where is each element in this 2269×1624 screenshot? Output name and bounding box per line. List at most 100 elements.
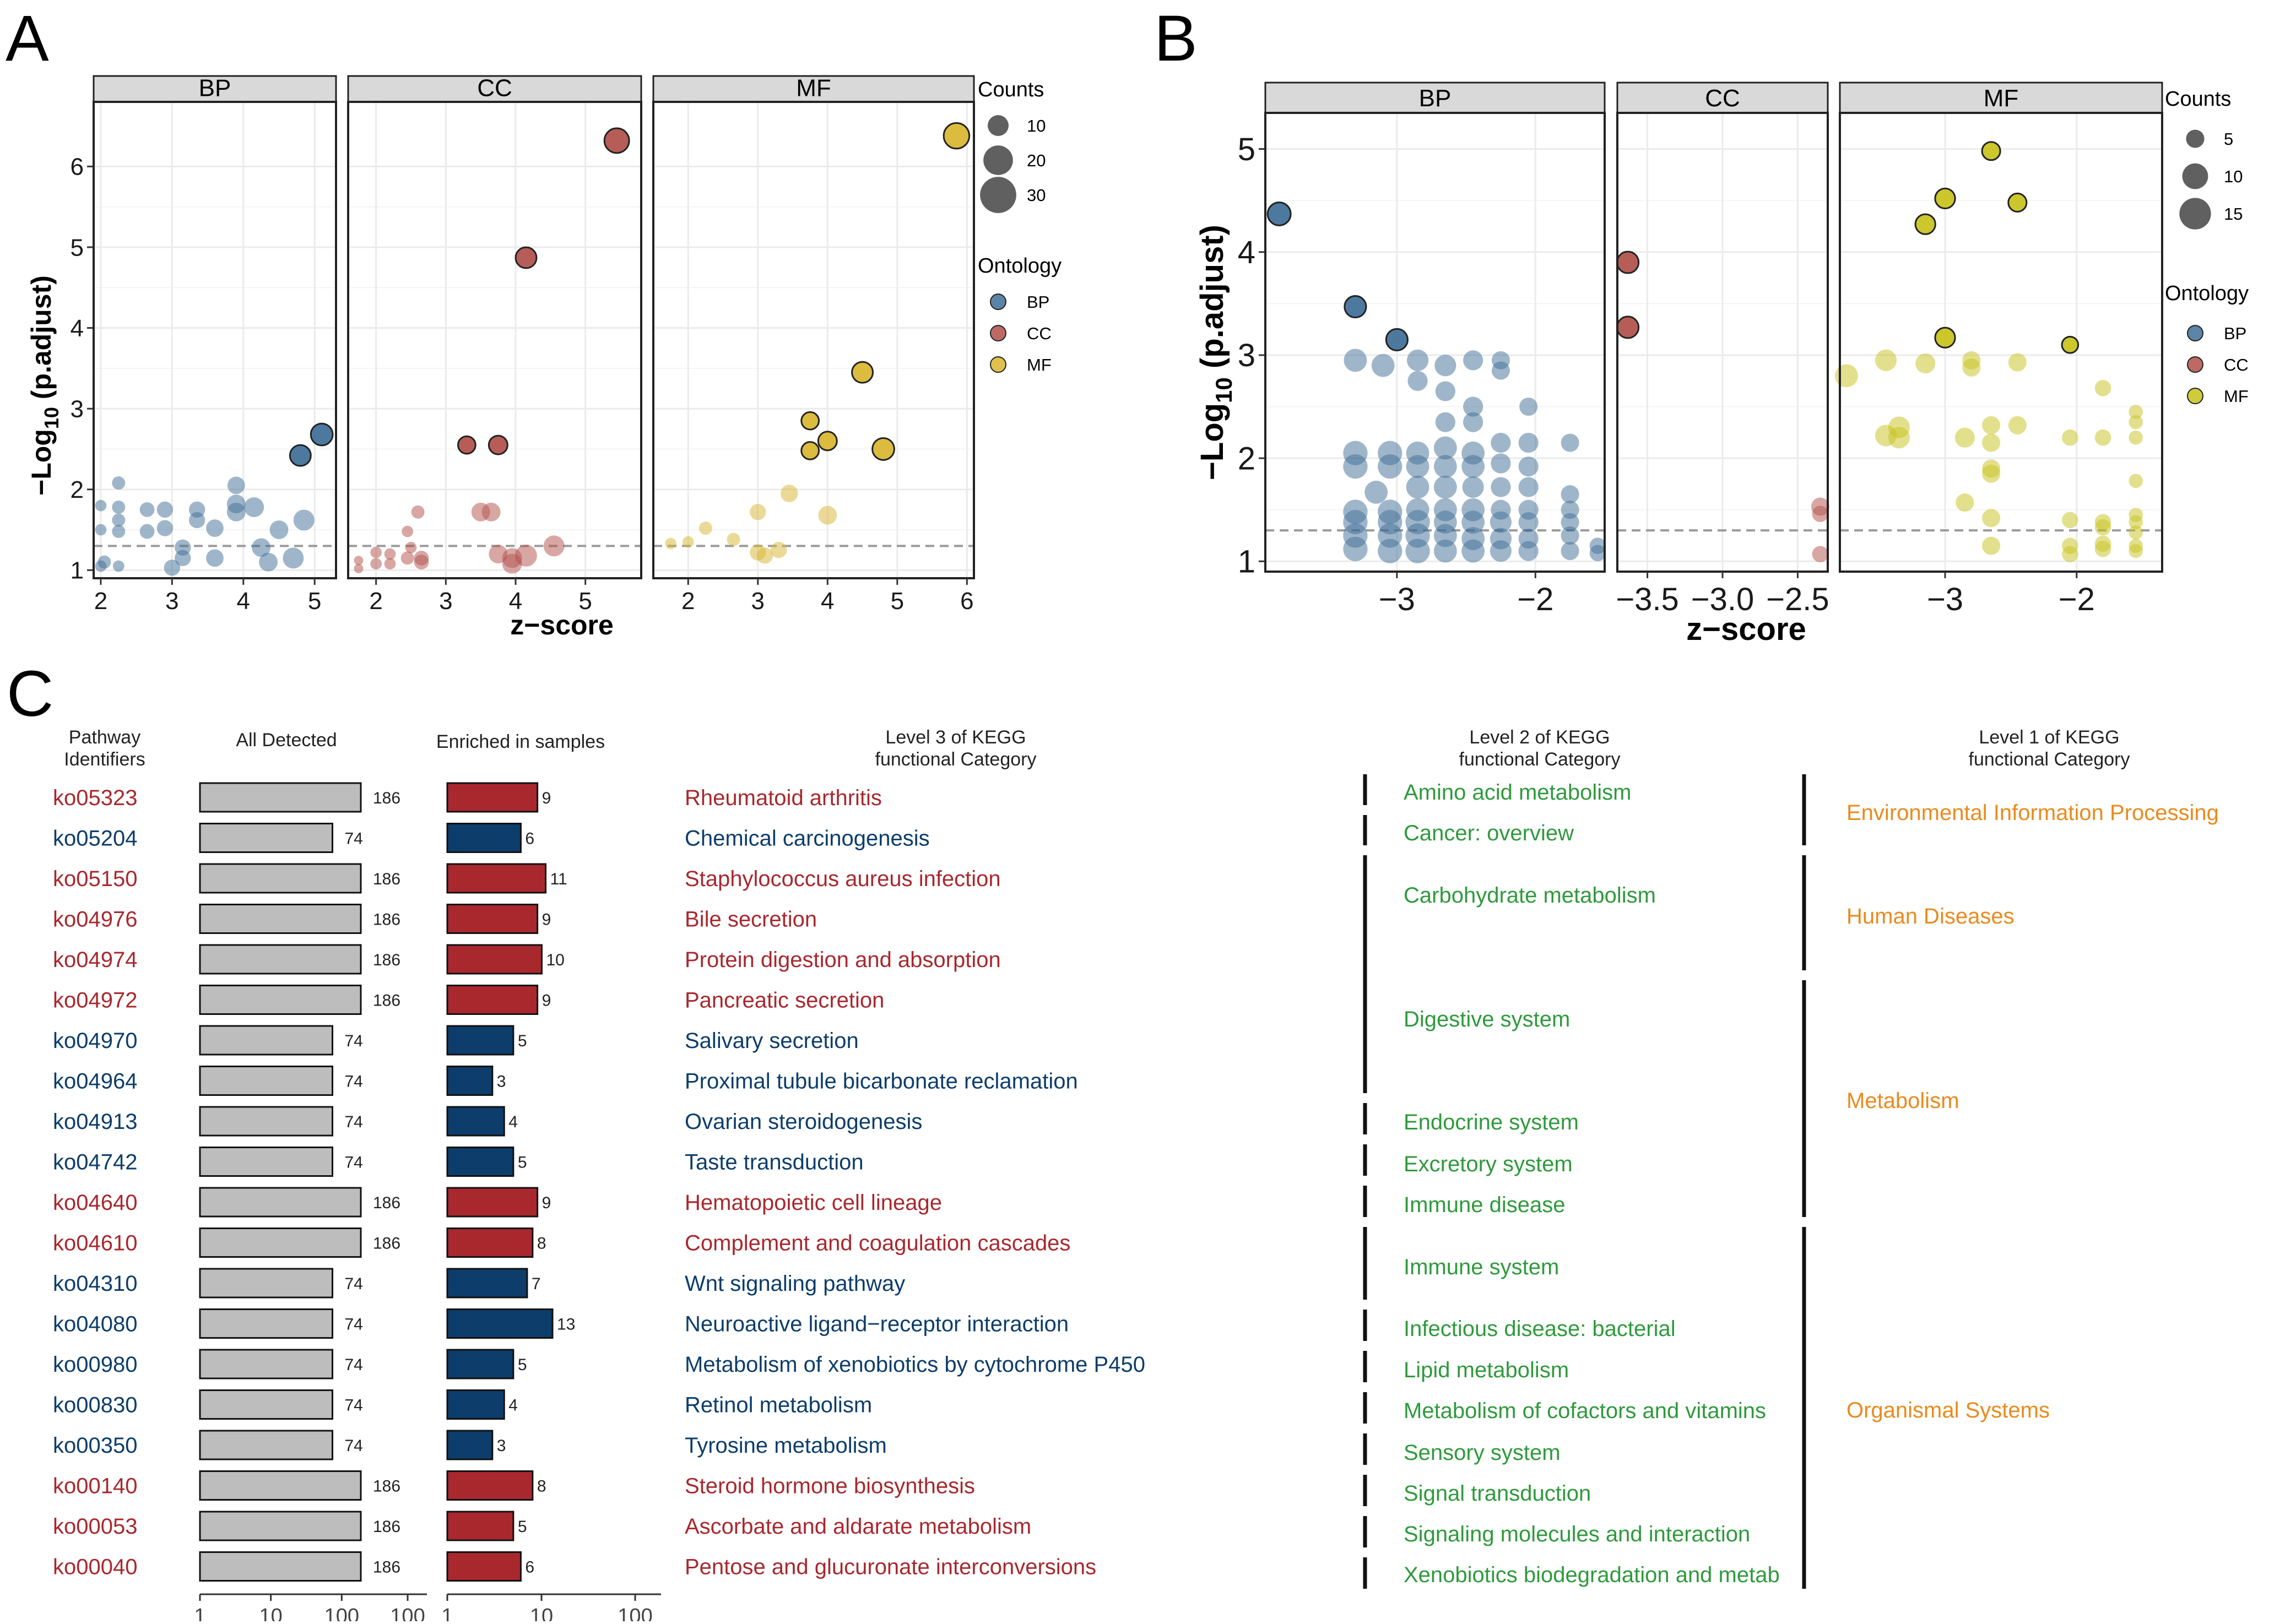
data-point-bp (1461, 510, 1485, 534)
data-point-bp (1561, 433, 1579, 452)
legend-ontology-swatch (990, 356, 1006, 373)
level2-category: Immune disease (1404, 1193, 1565, 1217)
data-point-cc (354, 556, 364, 566)
enriched-bar (446, 863, 547, 894)
pathway-name: Rheumatoid arthritis (685, 786, 882, 810)
facet-strip-label-cc: CC (477, 75, 512, 102)
enriched-value: 6 (525, 1558, 534, 1577)
data-point-mf (2062, 512, 2078, 529)
legend-ontology-label: BP (1027, 292, 1049, 312)
data-point-bp (1463, 397, 1483, 417)
facet-strip-cc (1616, 82, 1829, 114)
level2-category: Digestive system (1404, 1007, 1570, 1031)
x-tick-label: 3 (751, 588, 765, 615)
enriched-value: 5 (518, 1154, 527, 1172)
data-point-bp (1433, 475, 1457, 499)
data-point-mf (1835, 364, 1858, 388)
pathway-id: ko04310 (53, 1272, 137, 1296)
data-point-mf (1982, 433, 2001, 452)
data-point-bp (112, 500, 126, 514)
enriched-value: 5 (518, 1356, 527, 1374)
enriched-bar (446, 1389, 505, 1420)
data-point-mf (2129, 474, 2143, 488)
data-point-bp (139, 502, 155, 517)
data-point-bp (1433, 539, 1457, 563)
data-point-cc (402, 525, 414, 537)
data-point-mf (2129, 415, 2143, 430)
pathway-name: Taste transduction (685, 1150, 864, 1175)
level1-category: Metabolism (1846, 1089, 1959, 1113)
pathway-name: Tyrosine metabolism (685, 1433, 887, 1458)
data-point-mf (2129, 430, 2143, 445)
header-enriched: Enriched in samples (436, 731, 605, 752)
data-point-bp (1561, 542, 1579, 561)
all-detected-bar (199, 1268, 333, 1299)
all-detected-bar (199, 1187, 362, 1218)
pathway-name: Complement and coagulation cascades (685, 1231, 1070, 1256)
data-point-mf (2008, 353, 2027, 372)
enriched-value: 8 (537, 1478, 546, 1496)
level2-category: Lipid metabolism (1404, 1358, 1569, 1382)
enriched-value: 4 (508, 1397, 518, 1415)
data-point-mf (665, 537, 677, 550)
header-pathway-2: Identifiers (64, 749, 145, 770)
y-tick-label: 3 (1238, 338, 1255, 373)
all-axis-tick-label: 1 (194, 1605, 205, 1621)
data-point-bp (95, 560, 107, 572)
data-point-cc (405, 541, 417, 553)
all-detected-bar (199, 1147, 333, 1177)
level2-category: Cancer: overview (1404, 821, 1574, 845)
legend-size-circle (2186, 129, 2205, 148)
facet-panel-cc (347, 101, 642, 579)
y-tick-label: 2 (71, 476, 84, 503)
data-point-cc (481, 502, 501, 522)
data-point-bp (1490, 540, 1512, 562)
all-detected-value: 74 (344, 1437, 362, 1455)
facet-panel-bp (1264, 112, 1606, 573)
all-detected-bar (199, 1066, 333, 1096)
y-tick-label: 1 (1238, 544, 1255, 580)
header-level1-2: functional Category (1969, 749, 2130, 770)
data-point-mf (727, 533, 740, 546)
level1-category: Human Diseases (1846, 904, 2015, 928)
legend-ontology-swatch (990, 325, 1006, 341)
header-level2-1: Level 2 of KEGG (1469, 727, 1610, 748)
all-detected-bar (199, 1349, 333, 1379)
x-tick-label: 2 (94, 588, 107, 615)
data-point-mf (1956, 493, 1974, 512)
data-point-bp (1378, 539, 1402, 563)
pathway-name: Steroid hormone biosynthesis (685, 1474, 975, 1498)
all-detected-value: 186 (373, 911, 400, 929)
data-point-bp (156, 520, 174, 536)
data-point-highlight-bp (289, 444, 312, 467)
panel-c-table: Pathway Identifiers All Detected Enriche… (53, 727, 2219, 1624)
data-point-bp (1461, 455, 1485, 478)
pathway-name: Salivary secretion (685, 1029, 859, 1053)
data-point-mf (2062, 546, 2078, 562)
legend-ontology-swatch (990, 294, 1006, 310)
y-tick-label: 5 (71, 234, 84, 261)
pathway-name: Protein digestion and absorption (685, 948, 1001, 972)
data-point-highlight-bp (1385, 328, 1409, 351)
all-detected-value: 186 (373, 870, 400, 888)
legend-size-label: 10 (1027, 116, 1046, 135)
pathway-name: Ovarian steroidogenesis (685, 1110, 922, 1134)
pathway-id: ko04976 (53, 908, 137, 932)
x-tick-label: 5 (891, 588, 904, 615)
enriched-value: 9 (542, 992, 551, 1010)
panel-a-ylabel: −Log10 (p.adjust) (26, 275, 63, 496)
enriched-axis-tick-label: 1 (441, 1605, 453, 1621)
all-detected-value: 74 (344, 830, 362, 848)
pathway-id: ko04970 (53, 1029, 137, 1053)
all-detected-bar (199, 1389, 333, 1420)
enriched-bar (446, 1025, 515, 1056)
panel-a-xlabel: z−score (510, 610, 614, 640)
data-point-mf (2129, 525, 2143, 540)
data-point-mf (780, 485, 798, 502)
facet-strip-cc (347, 75, 642, 103)
data-point-cc (1812, 506, 1829, 522)
data-point-highlight-bp (1344, 295, 1367, 318)
data-point-bp (1518, 541, 1539, 561)
data-point-highlight-mf (871, 437, 895, 461)
legend-size-label: 20 (1027, 151, 1046, 170)
